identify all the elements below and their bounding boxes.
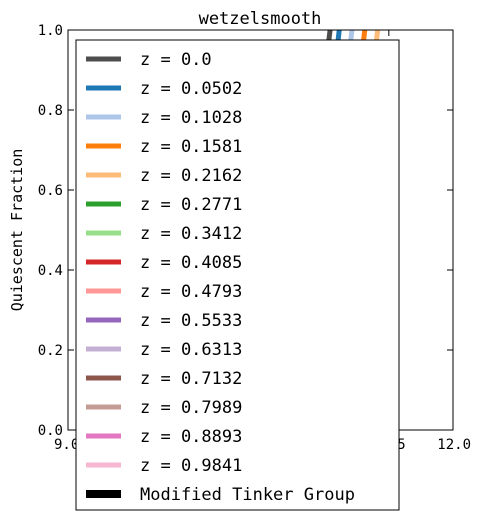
legend-label-0: z = 0.0 — [140, 50, 212, 70]
legend-label-14: z = 0.9841 — [140, 456, 242, 476]
y-tick-label: 0.2 — [38, 343, 63, 359]
legend-label-8: z = 0.4793 — [140, 282, 242, 302]
legend-label-1: z = 0.0502 — [140, 79, 242, 99]
legend-label-9: z = 0.5533 — [140, 311, 242, 331]
legend-label-12: z = 0.7989 — [140, 398, 242, 418]
legend: z = 0.0 z = 0.0502 z = 0.1028 z = 0.1581 z =… — [75, 39, 400, 511]
legend-label-15: Modified Tinker Group — [140, 485, 355, 505]
legend-label-13: z = 0.8893 — [140, 427, 242, 447]
y-axis-label: Quiescent Fraction — [8, 149, 26, 312]
legend-label-6: z = 0.3412 — [140, 224, 242, 244]
y-tick-label: 0.4 — [38, 263, 63, 279]
y-tick-label: 0.8 — [38, 103, 63, 119]
chart-title: wetzelsmooth — [199, 9, 322, 29]
y-tick-label: 0.0 — [38, 423, 63, 439]
legend-box — [75, 39, 400, 511]
legend-label-2: z = 0.1028 — [140, 108, 242, 128]
legend-label-5: z = 0.2771 — [140, 195, 242, 215]
x-tick-label: 9.0 — [54, 437, 79, 453]
legend-label-4: z = 0.2162 — [140, 166, 242, 186]
x-tick-label: 12.0 — [437, 437, 471, 453]
legend-label-3: z = 0.1581 — [140, 137, 242, 157]
y-tick-label: 1.0 — [38, 23, 63, 39]
legend-label-10: z = 0.6313 — [140, 340, 242, 360]
legend-label-7: z = 0.4085 — [140, 253, 242, 273]
legend-label-11: z = 0.7132 — [140, 369, 242, 389]
y-tick-label: 0.6 — [38, 183, 63, 199]
